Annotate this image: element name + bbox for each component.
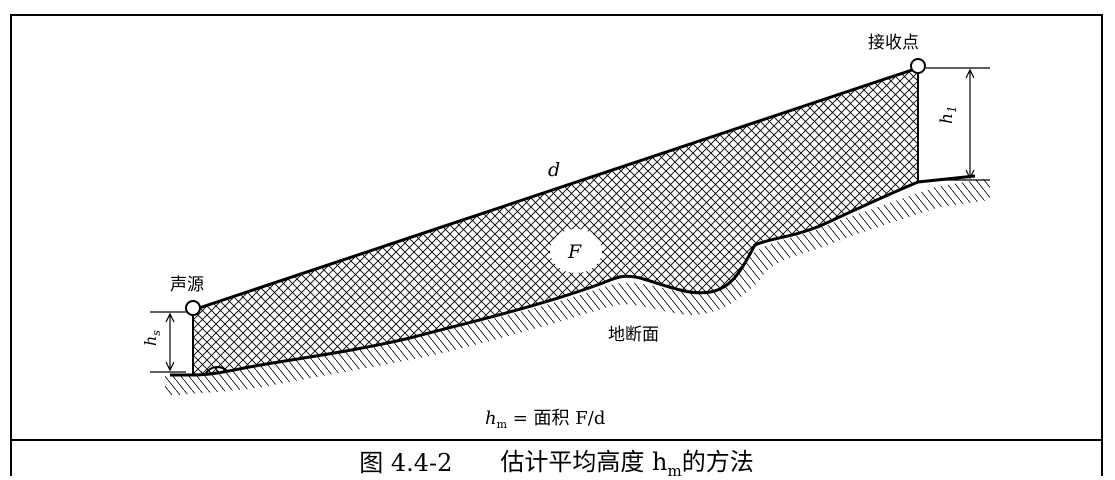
caption-number: 图 4.4-2: [359, 443, 452, 478]
svg-text:h1: h1: [937, 105, 959, 124]
hs-label: hs: [141, 330, 163, 346]
h1-label: h1: [937, 105, 959, 124]
source-label: 声源: [170, 275, 204, 295]
terrain-label: 地断面: [608, 325, 659, 345]
distance-label: d: [548, 159, 560, 181]
formula-text: hm = 面积 F/d: [485, 408, 605, 431]
area-F-region: [193, 68, 918, 375]
source-marker-icon: [186, 301, 200, 315]
svg-text:hs: hs: [141, 330, 163, 346]
receiver-label: 接收点: [868, 33, 919, 53]
receiver-marker-icon: [911, 59, 925, 73]
area-label: F: [567, 241, 582, 263]
caption-text: 估计平均高度 hm的方法: [500, 442, 753, 480]
terrain-diagram: 接收点 声源 d F 地断面 h1 hs hm = 面积 F/d: [0, 0, 1115, 440]
figure-caption: 图 4.4-2 估计平均高度 hm的方法: [10, 441, 1103, 480]
